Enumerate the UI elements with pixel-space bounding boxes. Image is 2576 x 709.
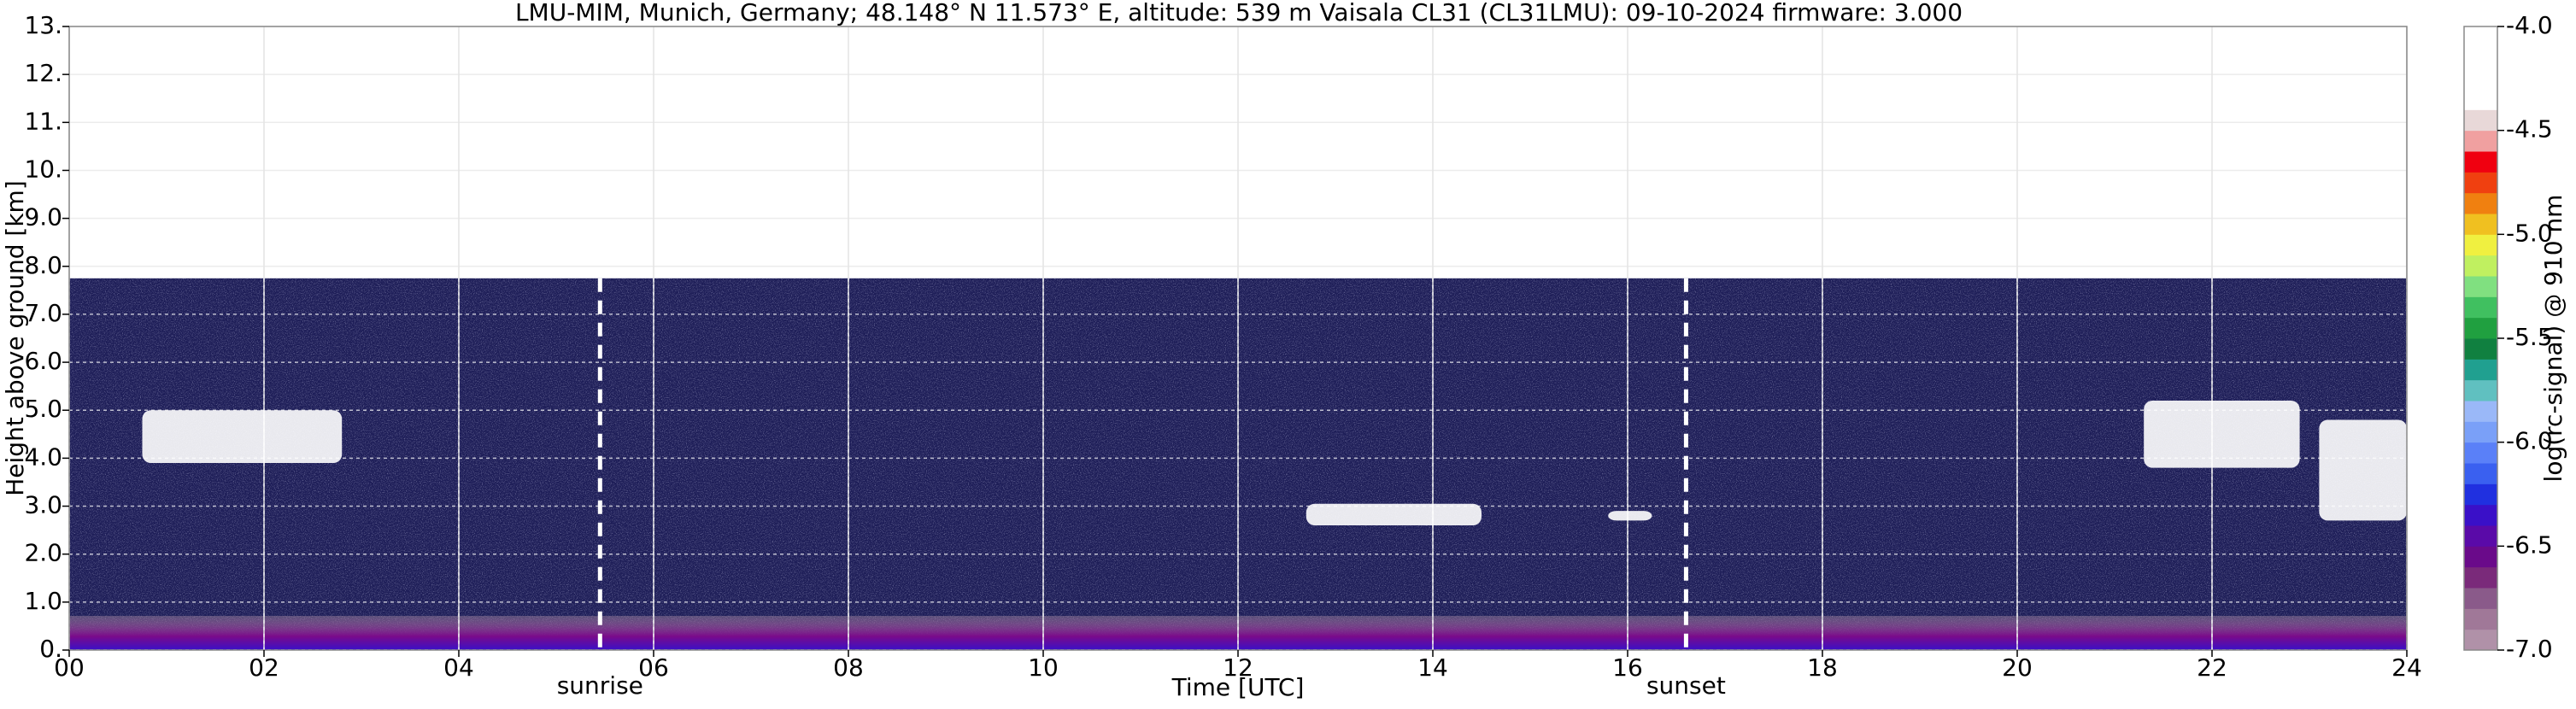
y-tick-label: 12. (24, 59, 62, 87)
sun-event-label: sunset (1646, 671, 1726, 700)
colorbar-label: log(rc-signal) @ 910 nm (2539, 195, 2567, 483)
colorbar-tick-label: -6.5 (2506, 530, 2553, 559)
colorbar-band (2464, 26, 2497, 48)
colorbar-tick-label: -6.0 (2506, 427, 2553, 455)
colorbar-band (2464, 47, 2497, 69)
colorbar-band (2464, 442, 2497, 464)
colorbar-band (2464, 338, 2497, 360)
colorbar-band (2464, 172, 2497, 194)
cloud-layer (1306, 503, 1482, 525)
cloud-layer (2319, 419, 2407, 521)
colorbar-tick-label: -5.0 (2506, 219, 2553, 247)
x-tick-label: 06 (638, 653, 669, 682)
colorbar-band (2464, 629, 2497, 651)
colorbar-band (2464, 525, 2497, 547)
y-tick-label: 9.0 (24, 203, 62, 231)
x-axis-label: Time [UTC] (1171, 673, 1305, 701)
y-tick-label: 11. (24, 107, 62, 135)
x-tick-label: 22 (2197, 653, 2227, 682)
cloud-layer (142, 410, 343, 463)
colorbar-band (2464, 483, 2497, 506)
colorbar-band (2464, 401, 2497, 422)
colorbar-tick-label: -4.5 (2506, 115, 2553, 144)
x-tick-label: 00 (54, 653, 85, 682)
y-tick-label: 4.0 (24, 442, 62, 471)
x-tick-label: 02 (249, 653, 279, 682)
colorbar-band (2464, 192, 2497, 214)
chart-title: LMU-MIM, Munich, Germany; 48.148° N 11.5… (515, 0, 1963, 26)
colorbar-band (2464, 359, 2497, 381)
x-tick-label: 12 (1223, 653, 1253, 682)
sun-event-label: sunrise (557, 671, 643, 700)
cloud-layer (2144, 401, 2300, 468)
colorbar-band (2464, 276, 2497, 297)
colorbar-band (2464, 130, 2497, 152)
y-tick-label: 10. (24, 155, 62, 183)
colorbar-tick-label: -5.5 (2506, 323, 2553, 351)
colorbar-tick-label: -7.0 (2506, 635, 2553, 663)
colorbar-band (2464, 255, 2497, 277)
colorbar-band (2464, 317, 2497, 339)
colorbar-tick-label: -4.0 (2506, 11, 2553, 39)
y-tick-label: 8.0 (24, 251, 62, 279)
y-tick-label: 13. (24, 11, 62, 39)
colorbar-band (2464, 296, 2497, 319)
x-tick-label: 04 (443, 653, 474, 682)
y-tick-label: 6.0 (24, 347, 62, 375)
x-tick-label: 24 (2391, 653, 2422, 682)
colorbar-band (2464, 504, 2497, 526)
colorbar-band (2464, 608, 2497, 630)
y-tick-label: 7.0 (24, 299, 62, 327)
colorbar-band (2464, 566, 2497, 589)
colorbar-band (2464, 234, 2497, 256)
colorbar-band (2464, 588, 2497, 609)
colorbar-band (2464, 89, 2497, 110)
colorbar-band (2464, 463, 2497, 484)
x-tick-label: 08 (833, 653, 864, 682)
y-tick-label: 0. (39, 635, 62, 663)
y-axis-label: Height above ground [km] (1, 180, 29, 496)
x-tick-label: 10 (1028, 653, 1059, 682)
y-tick-label: 5.0 (24, 395, 62, 423)
x-tick-label: 14 (1417, 653, 1448, 682)
colorbar-band (2464, 67, 2497, 90)
x-tick-label: 20 (2002, 653, 2033, 682)
colorbar-band (2464, 151, 2497, 173)
colorbar-band (2464, 421, 2497, 443)
y-tick-label: 2.0 (24, 539, 62, 567)
y-tick-label: 1.0 (24, 587, 62, 615)
x-tick-label: 18 (1807, 653, 1838, 682)
colorbar-band (2464, 214, 2497, 235)
x-tick-label: 16 (1612, 653, 1643, 682)
cloud-layer (1608, 511, 1652, 521)
colorbar-band (2464, 546, 2497, 568)
colorbar-band (2464, 379, 2497, 401)
colorbar-band (2464, 109, 2497, 132)
y-tick-label: 3.0 (24, 491, 62, 519)
